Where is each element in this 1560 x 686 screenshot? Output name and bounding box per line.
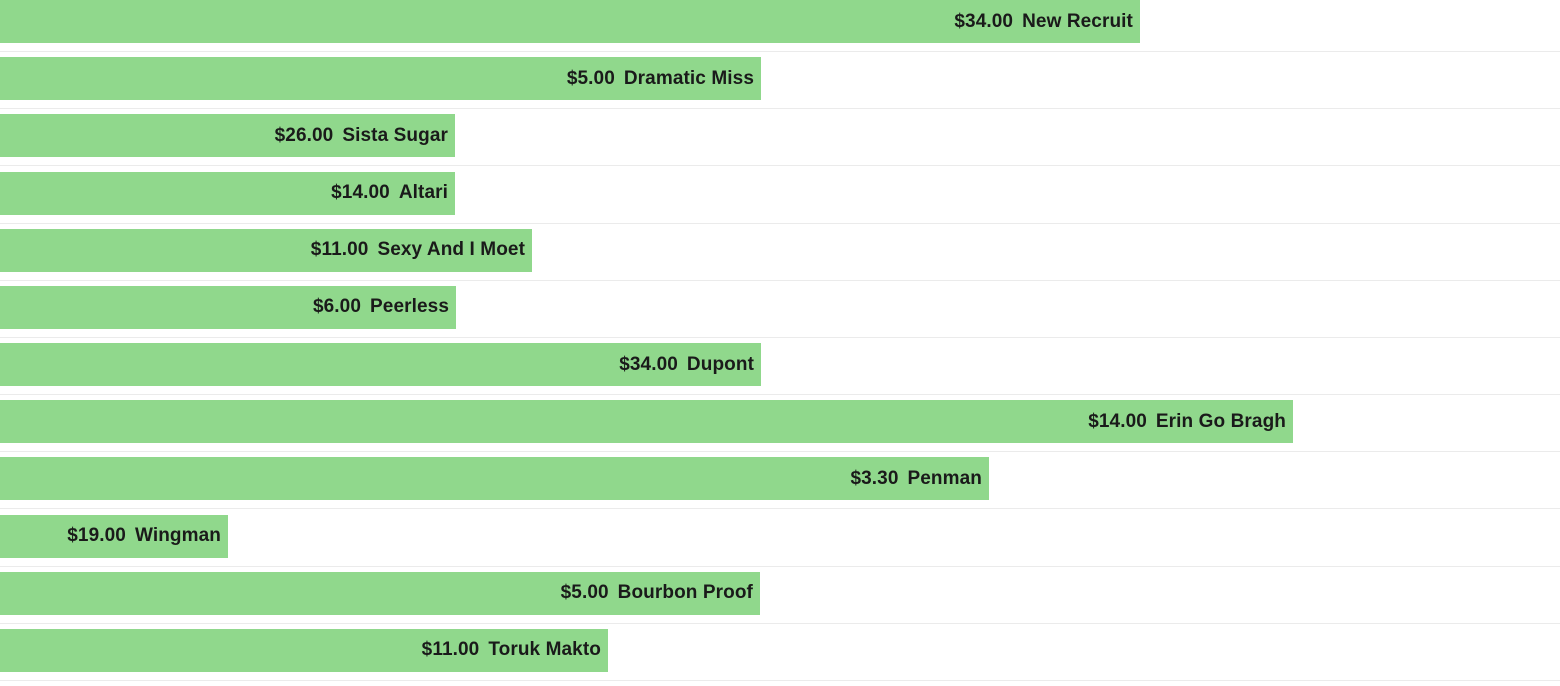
bar[interactable]: $11.00 Toruk Makto xyxy=(0,628,608,672)
chart-row: $14.00 Altari xyxy=(0,171,1560,229)
bar-price: $19.00 xyxy=(67,525,126,547)
bar-label: $14.00 Erin Go Bragh xyxy=(1088,411,1286,433)
bar-price: $34.00 xyxy=(954,10,1014,32)
chart-row: $11.00 Sexy And I Moet xyxy=(0,228,1560,286)
bar-price: $14.00 xyxy=(1088,410,1147,432)
bar-item-name: Dupont xyxy=(686,353,754,375)
bar[interactable]: $26.00 Sista Sugar xyxy=(0,114,455,158)
bar[interactable]: $34.00 Dupont xyxy=(0,343,761,387)
chart-row: $26.00 Sista Sugar xyxy=(0,114,1560,171)
bar-price: $5.00 xyxy=(566,67,615,89)
bar-item-name: Sista Sugar xyxy=(342,124,448,146)
bar-item-name: New Recruit xyxy=(1022,10,1133,32)
row-gridline xyxy=(0,222,1560,224)
chart-row: $5.00 Bourbon Proof xyxy=(0,571,1560,629)
bar[interactable]: $6.00 Peerless xyxy=(0,285,456,329)
bar-label: $34.00 Dupont xyxy=(619,354,754,376)
bar-item-name: Erin Go Bragh xyxy=(1155,410,1286,432)
bar-label: $6.00 Peerless xyxy=(313,296,449,318)
bar[interactable]: $34.00 New Recruit xyxy=(0,0,1140,43)
row-gridline xyxy=(0,508,1560,510)
bar[interactable]: $19.00 Wingman xyxy=(0,514,228,558)
row-gridline xyxy=(0,394,1560,396)
row-gridline xyxy=(0,451,1560,453)
bar[interactable]: $11.00 Sexy And I Moet xyxy=(0,228,532,272)
chart-row: $11.00 Toruk Makto xyxy=(0,628,1560,686)
row-gridline xyxy=(0,622,1560,624)
bar-price: $26.00 xyxy=(274,124,334,146)
row-gridline xyxy=(0,165,1560,167)
bar-price: $34.00 xyxy=(619,353,678,375)
chart-row: $6.00 Peerless xyxy=(0,285,1560,343)
bar[interactable]: $5.00 Bourbon Proof xyxy=(0,571,760,615)
row-gridline xyxy=(0,336,1560,338)
bar-item-name: Altari xyxy=(398,182,448,204)
chart-row: $34.00 Dupont xyxy=(0,343,1560,400)
row-gridline xyxy=(0,679,1560,681)
bar-price: $11.00 xyxy=(310,239,369,261)
bar-label: $14.00 Altari xyxy=(331,182,448,204)
row-gridline xyxy=(0,51,1560,52)
bar-label: $3.30 Penman xyxy=(850,468,982,490)
bar[interactable]: $3.30 Penman xyxy=(0,457,989,501)
bar-price: $6.00 xyxy=(312,296,362,318)
bar-item-name: Bourbon Proof xyxy=(617,582,753,604)
row-gridline xyxy=(0,565,1560,567)
bar-label: $11.00 Toruk Makto xyxy=(422,639,601,661)
bar-label: $34.00 New Recruit xyxy=(954,11,1133,33)
bar-label: $5.00 Bourbon Proof xyxy=(561,582,753,604)
bar-label: $19.00 Wingman xyxy=(67,525,221,547)
bar-price: $11.00 xyxy=(421,639,480,661)
bar-item-name: Peerless xyxy=(370,296,449,318)
bar-item-name: Dramatic Miss xyxy=(623,67,754,89)
chart-row: $34.00 New Recruit xyxy=(0,0,1560,57)
chart-row: $5.00 Dramatic Miss xyxy=(0,57,1560,114)
bar-label: $5.00 Dramatic Miss xyxy=(567,68,754,90)
bar-price: $3.30 xyxy=(850,467,899,489)
bar[interactable]: $14.00 Erin Go Bragh xyxy=(0,400,1293,444)
chart-row: $3.30 Penman xyxy=(0,457,1560,514)
bar[interactable]: $5.00 Dramatic Miss xyxy=(0,57,761,101)
bar-price: $14.00 xyxy=(331,182,390,204)
chart-row: $19.00 Wingman xyxy=(0,514,1560,572)
bar-price: $5.00 xyxy=(560,582,609,604)
bar[interactable]: $14.00 Altari xyxy=(0,171,455,215)
bar-item-name: Penman xyxy=(907,467,982,489)
bar-item-name: Wingman xyxy=(134,525,221,547)
bar-item-name: Toruk Makto xyxy=(488,639,601,661)
bar-item-name: Sexy And I Moet xyxy=(377,239,525,261)
bar-label: $26.00 Sista Sugar xyxy=(275,125,448,147)
bar-label: $11.00 Sexy And I Moet xyxy=(311,239,525,261)
row-gridline xyxy=(0,279,1560,281)
chart-row: $14.00 Erin Go Bragh xyxy=(0,400,1560,457)
row-gridline xyxy=(0,108,1560,110)
